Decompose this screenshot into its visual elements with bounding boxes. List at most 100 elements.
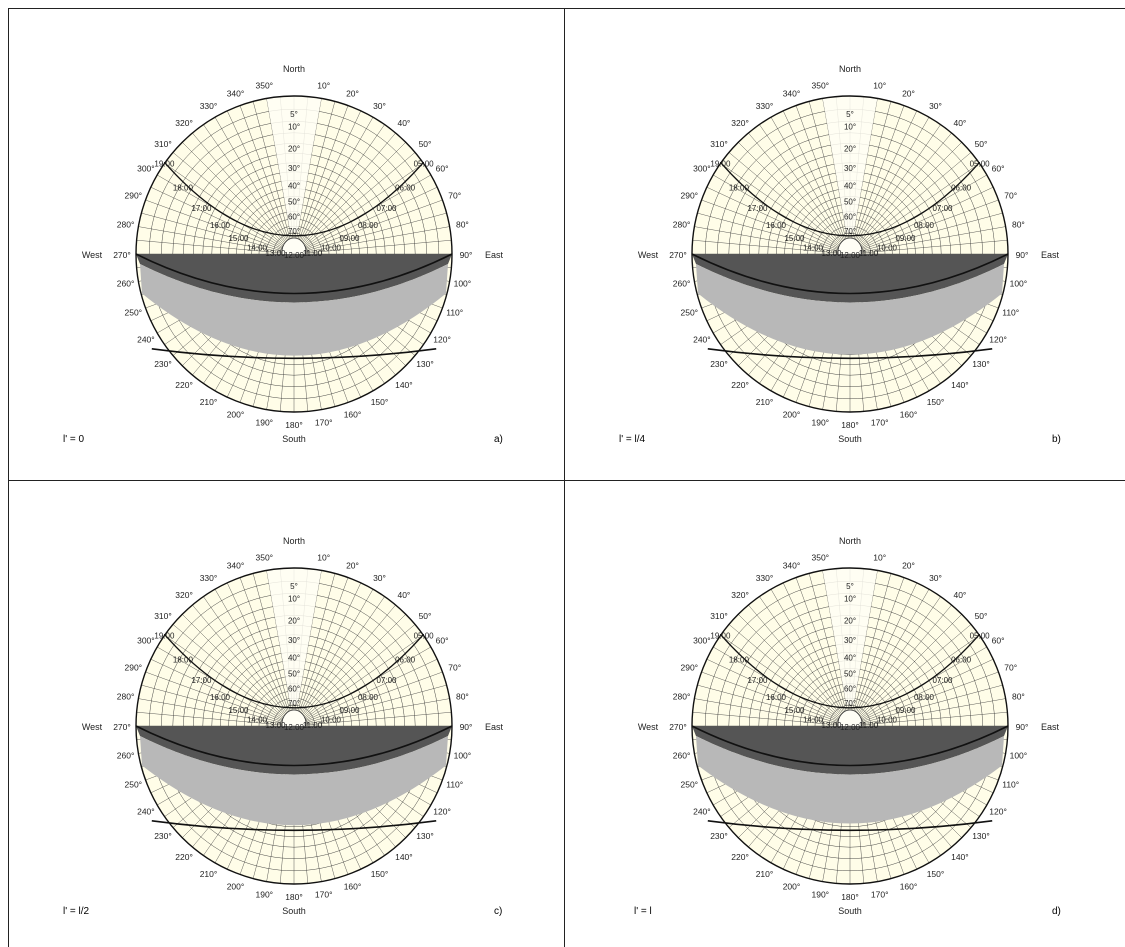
sun-path-equinox	[135, 253, 453, 295]
vertical-divider	[564, 8, 565, 947]
hour-label: 05:00	[970, 159, 991, 168]
azimuth-line	[252, 101, 293, 248]
azimuth-label: 110°	[1002, 780, 1019, 790]
azimuth-label: 80°	[1012, 219, 1025, 229]
azimuth-line	[853, 596, 941, 721]
altitude-label: 30°	[844, 636, 856, 645]
azimuth-line	[252, 573, 293, 720]
azimuth-line	[852, 577, 905, 720]
hour-label: 13:00	[821, 249, 842, 258]
north-wedge	[266, 568, 322, 705]
hour-label: 10:00	[321, 244, 342, 253]
altitude-label: 5°	[846, 110, 854, 119]
azimuth-line	[299, 163, 424, 251]
azimuth-label: 260°	[673, 751, 691, 761]
azimuth-label: 340°	[783, 560, 801, 570]
azimuth-line	[856, 671, 999, 724]
azimuth-label: 330°	[756, 101, 774, 111]
azimuth-line	[854, 604, 952, 721]
azimuth-line	[296, 105, 349, 248]
azimuth-label: 60°	[436, 164, 449, 174]
azimuth-line	[266, 570, 293, 720]
west-label: West	[638, 722, 659, 732]
azimuth-line	[694, 226, 844, 253]
hour-label: 18:00	[729, 656, 750, 665]
altitude-label: 40°	[288, 653, 300, 662]
azimuth-line	[856, 684, 1003, 725]
azimuth-label: 300°	[137, 636, 155, 646]
azimuth-label: 330°	[200, 573, 218, 583]
altitude-label: 30°	[288, 164, 300, 173]
sun-path-diagram-a: 10° 20° 30° 40° 50° 60° 70° 80° 90° 100° 110° 120° 1…	[82, 64, 504, 444]
azimuth-label: 150°	[371, 397, 389, 407]
hour-label: 19:00	[154, 631, 175, 640]
altitude-label: 40°	[288, 181, 300, 190]
azimuth-label: 280°	[117, 219, 135, 229]
north-wedge	[822, 568, 878, 705]
azimuth-line	[697, 684, 844, 725]
hour-label: 08:00	[914, 693, 935, 702]
azimuth-label: 230°	[710, 359, 728, 369]
azimuth-label: 30°	[373, 101, 386, 111]
azimuth-line	[150, 659, 288, 724]
azimuth-line	[738, 142, 846, 250]
hour-label: 05:00	[970, 631, 991, 640]
obstruction-shade-dark	[692, 254, 1008, 303]
hour-label: 14:00	[247, 244, 268, 253]
azimuth-label: 30°	[929, 573, 942, 583]
altitude-label: 30°	[844, 164, 856, 173]
altitude-label: 60°	[844, 213, 856, 222]
azimuth-label: 50°	[975, 139, 988, 149]
azimuth-label: 250°	[681, 308, 699, 318]
azimuth-label: 200°	[227, 410, 245, 420]
azimuth-line	[138, 226, 288, 253]
hour-label: 07:00	[932, 676, 953, 685]
azimuth-line	[770, 589, 847, 721]
sun-path-winter	[707, 820, 993, 832]
panel-caption: d)	[1052, 906, 1061, 917]
azimuth-label: 130°	[416, 359, 434, 369]
altitude-label: 70°	[844, 227, 856, 236]
azimuth-label: 130°	[972, 359, 990, 369]
azimuth-line	[856, 240, 1008, 254]
azimuth-label: 90°	[1016, 722, 1029, 732]
azimuth-line	[145, 671, 288, 724]
azimuth-label: 150°	[927, 397, 945, 407]
azimuth-line	[298, 142, 406, 250]
hour-label: 12:00	[840, 251, 861, 260]
sun-path-diagram-b: 10° 20° 30° 40° 50° 60° 70° 80° 90° 100° 110° 120° 1…	[638, 64, 1060, 444]
azimuth-line	[298, 614, 406, 722]
south-label: South	[282, 434, 306, 444]
azimuth-label: 260°	[117, 751, 135, 761]
hour-label: 19:00	[154, 159, 175, 168]
hour-label: 16:00	[210, 693, 231, 702]
azimuth-line	[856, 187, 994, 252]
azimuth-label: 260°	[117, 279, 135, 289]
azimuth-label: 100°	[454, 751, 472, 761]
azimuth-line	[141, 212, 288, 253]
azimuth-label: 10°	[317, 553, 330, 563]
panel-caption: a)	[494, 434, 503, 445]
azimuth-label: 280°	[117, 691, 135, 701]
hour-label: 13:00	[821, 721, 842, 730]
azimuth-line	[296, 582, 361, 720]
azimuth-label: 290°	[681, 191, 699, 201]
hour-label: 13:00	[265, 249, 286, 258]
azimuth-line	[694, 698, 844, 725]
panel-parameter: l' = l	[634, 906, 652, 917]
azimuth-line	[297, 589, 374, 721]
azimuth-label: 70°	[448, 191, 461, 201]
azimuth-label: 290°	[681, 663, 699, 673]
hour-label: 06:00	[951, 184, 972, 193]
azimuth-label: 230°	[154, 831, 172, 841]
azimuth-line	[856, 698, 1006, 725]
azimuth-label: 210°	[756, 397, 774, 407]
hour-label: 15:00	[784, 706, 805, 715]
hour-label: 19:00	[710, 631, 731, 640]
azimuth-label: 170°	[315, 417, 333, 427]
sun-path-summer	[719, 161, 981, 237]
south-label: South	[838, 906, 862, 916]
azimuth-line	[759, 124, 847, 249]
azimuth-label: 170°	[871, 889, 889, 899]
panel-parameter: l' = l/4	[619, 434, 646, 445]
